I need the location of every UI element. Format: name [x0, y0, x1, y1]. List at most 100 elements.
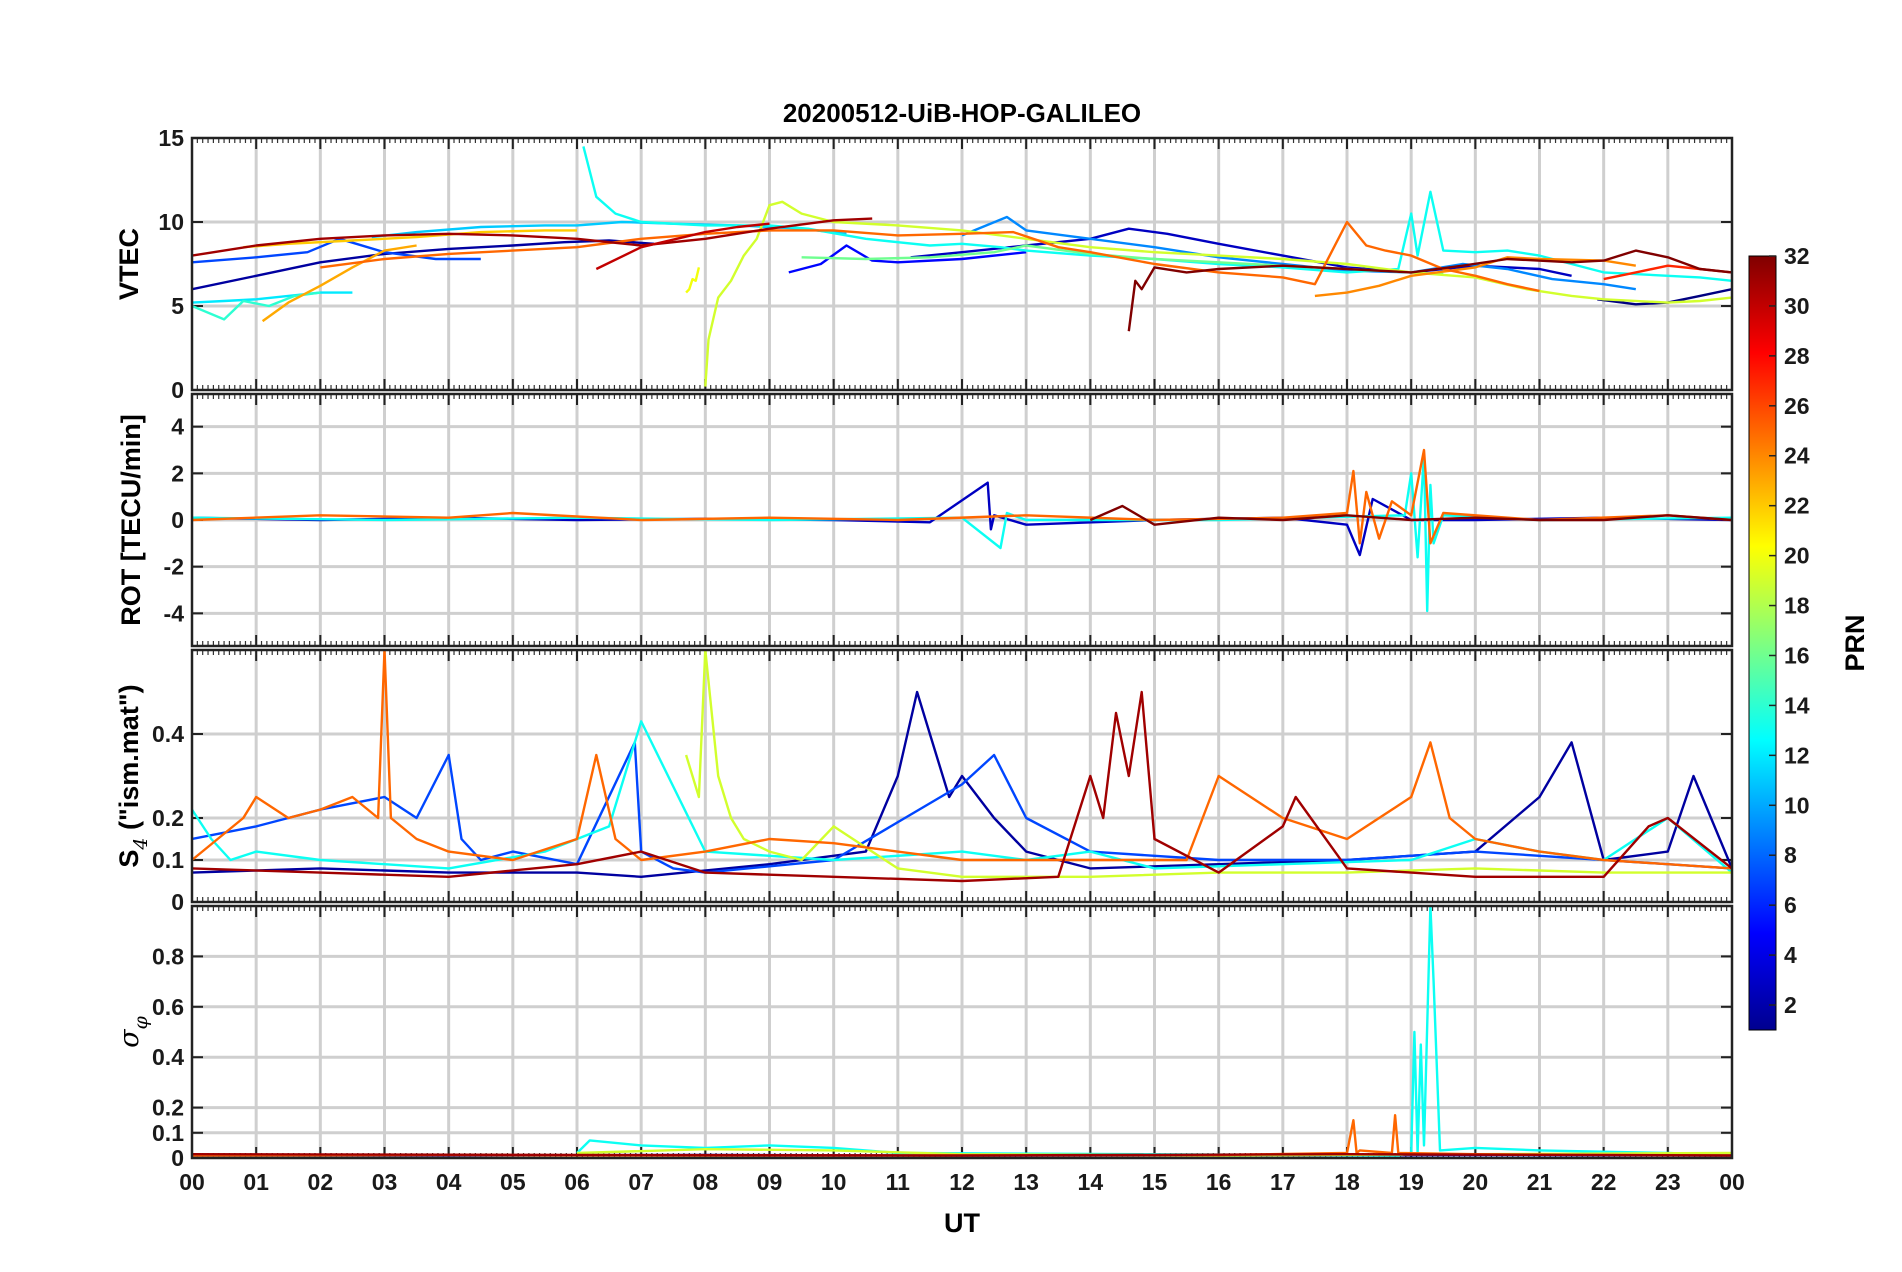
x-tick-label: 22: [1591, 1169, 1617, 1195]
series-group: [192, 146, 1732, 387]
y-tick-label: 0: [171, 377, 184, 403]
series-line-prn-7: [192, 741, 1732, 874]
series-line-prn-31: [192, 1152, 1732, 1157]
x-tick-label: 14: [1078, 1169, 1104, 1195]
colorbar-label: PRN: [1840, 614, 1870, 671]
series-line-prn-11: [371, 220, 847, 239]
series-line-prn-24: [1314, 256, 1636, 298]
x-tick-label: 16: [1206, 1169, 1232, 1195]
x-tick-label: 19: [1398, 1169, 1424, 1195]
series-line-prn-31: [192, 217, 873, 257]
panel-3: 0 0.1 0.2 0.4S4 ("ism.mat"): [114, 648, 1734, 915]
series-group: [192, 906, 1732, 1157]
series-line-prn-30: [595, 222, 770, 271]
y-axis-label: VTEC: [114, 228, 144, 300]
series-line-prn-12: [192, 291, 353, 304]
x-tick-label: 04: [436, 1169, 462, 1195]
y-tick-label: -4: [164, 600, 185, 626]
series-line-prn-13: [192, 453, 1732, 613]
panel-4: 00.10.2 0.4 0.6 0.8 σφ: [114, 904, 1734, 1171]
series-line-prn-5: [788, 244, 1027, 274]
series-line-prn-22: [243, 229, 577, 249]
x-tick-label: 05: [500, 1169, 526, 1195]
series-line-prn-13: [582, 146, 1732, 282]
y-tick-label: 0.1: [152, 1120, 184, 1146]
x-tick-label: 08: [693, 1169, 719, 1195]
x-axis-label: UT: [944, 1208, 980, 1238]
colorbar-tick-label: 24: [1784, 443, 1810, 469]
x-tick-label: 18: [1334, 1169, 1360, 1195]
y-tick-label: 4: [171, 414, 184, 440]
x-tick-label: 03: [372, 1169, 398, 1195]
x-tick-label: 13: [1013, 1169, 1039, 1195]
panel-2: -4 -2 0 2 4 ROT [TECU/min]: [116, 392, 1734, 648]
colorbar-tick-label: 32: [1784, 243, 1810, 269]
x-tick-label: 07: [628, 1169, 654, 1195]
colorbar-tick-label: 30: [1784, 293, 1810, 319]
y-tick-label: -2: [164, 554, 184, 580]
y-tick-label: 0: [171, 507, 184, 533]
x-tick-label: 09: [757, 1169, 783, 1195]
y-axis-label: S4 ("ism.mat"): [114, 684, 152, 867]
x-tick-label: 11: [886, 1169, 911, 1195]
x-tick-label: 02: [308, 1169, 334, 1195]
y-tick-label: 0: [171, 889, 184, 915]
x-tick-label: 00: [1719, 1169, 1745, 1195]
y-axis-label: σφ: [114, 1015, 152, 1047]
colorbar-tick-label: 22: [1784, 493, 1810, 519]
colorbar-tick-label: 14: [1784, 692, 1810, 718]
y-tick-label: 5: [171, 293, 184, 319]
series-line-prn-25: [320, 220, 1540, 293]
series-line-prn-20: [685, 267, 701, 294]
x-tick-label: 23: [1655, 1169, 1681, 1195]
y-axis-label: ROT [TECU/min]: [116, 414, 146, 625]
x-tick-label: 00: [179, 1169, 205, 1195]
x-tick-label: 15: [1142, 1169, 1168, 1195]
colorbar-tick-label: 2: [1784, 992, 1797, 1018]
series-line-prn-32: [1089, 504, 1732, 526]
series-line-prn-19: [704, 200, 1732, 387]
panel-1: 0 5 10 15 VTEC: [114, 125, 1734, 403]
x-tick-label: 17: [1270, 1169, 1296, 1195]
colorbar-tick-label: 26: [1784, 393, 1810, 419]
x-tick-label: 10: [821, 1169, 847, 1195]
y-tick-label: 0.2: [152, 1095, 184, 1121]
x-tick-label: 21: [1527, 1169, 1553, 1195]
y-tick-label: 0.4: [152, 1044, 184, 1070]
y-tick-label: 0.1: [152, 847, 184, 873]
series-line-prn-23: [261, 244, 417, 323]
series-group: [192, 650, 1732, 883]
y-tick-label: 0.2: [152, 805, 184, 831]
y-tick-label: 15: [158, 125, 184, 151]
colorbar-tick-label: 16: [1784, 642, 1810, 668]
colorbar-gradient: [1748, 255, 1777, 1031]
x-tick-label: 06: [564, 1169, 590, 1195]
series-line-prn-2: [192, 690, 1732, 878]
colorbar-tick-label: 28: [1784, 343, 1810, 369]
x-tick-label: 01: [243, 1169, 269, 1195]
x-tick-label: 12: [949, 1169, 975, 1195]
panel-frame: [190, 904, 1734, 1160]
series-group: [192, 448, 1732, 613]
series-line-prn-31: [192, 690, 1732, 883]
x-tick-labels: 00 01 02 03 04 05 06 07 08 09 10 11 12 13 14 15 16 17 18 19…: [179, 1169, 1745, 1195]
chart-title: 20200512-UiB-HOP-GALILEO: [783, 98, 1141, 128]
colorbar-tick-label: 10: [1784, 792, 1810, 818]
panel-frame: [190, 392, 1734, 648]
series-line-prn-32: [1127, 249, 1732, 332]
colorbar-tick-label: 8: [1784, 842, 1797, 868]
y-tick-label: 0: [171, 1145, 184, 1171]
series-line-prn-13: [576, 906, 1732, 1157]
colorbar-tick-label: 18: [1784, 593, 1810, 619]
y-tick-label: 0.4: [152, 721, 184, 747]
y-tick-label: 0.8: [152, 943, 184, 969]
series-line-prn-25: [192, 448, 1732, 545]
colorbar-tick-label: 12: [1784, 742, 1810, 768]
series-line-prn-25: [192, 650, 1732, 870]
panel-frame: [190, 136, 1734, 392]
y-tick-label: 10: [158, 209, 184, 235]
panel-frame: [190, 648, 1734, 904]
